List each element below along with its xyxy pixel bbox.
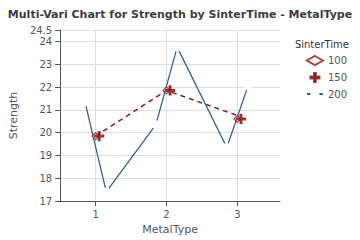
svg-text:19: 19 xyxy=(39,150,52,161)
svg-text:1: 1 xyxy=(92,209,98,220)
svg-text:Multi-Vari Chart for Strength: Multi-Vari Chart for Strength by SinterT… xyxy=(8,8,352,21)
svg-text:24.5: 24.5 xyxy=(30,25,52,36)
svg-text:24: 24 xyxy=(39,36,52,47)
svg-text:3: 3 xyxy=(234,209,240,220)
svg-text:SinterTime: SinterTime xyxy=(295,39,349,50)
svg-text:2: 2 xyxy=(163,209,169,220)
svg-text:200: 200 xyxy=(328,89,347,100)
svg-text:17: 17 xyxy=(39,196,52,207)
svg-text:18: 18 xyxy=(39,173,52,184)
svg-text:20: 20 xyxy=(39,127,52,138)
svg-text:150: 150 xyxy=(328,72,347,83)
svg-text:MetalType: MetalType xyxy=(142,223,198,236)
svg-text:Strength: Strength xyxy=(7,92,20,140)
svg-text:100: 100 xyxy=(328,55,347,66)
svg-text:22: 22 xyxy=(39,82,52,93)
svg-text:21: 21 xyxy=(39,104,52,115)
svg-text:23: 23 xyxy=(39,59,52,70)
